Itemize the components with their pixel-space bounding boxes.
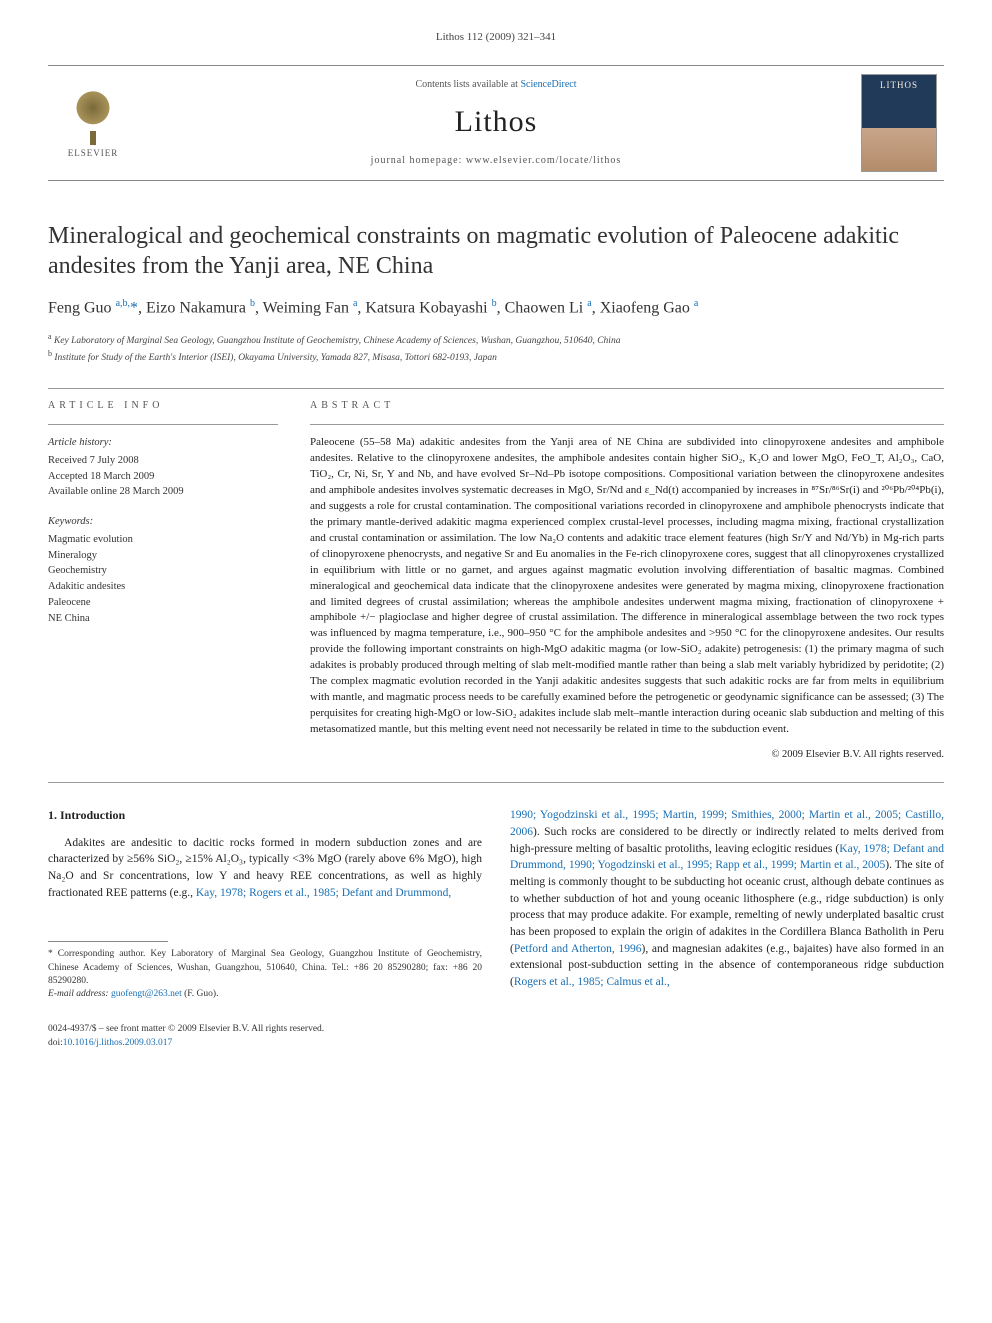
sciencedirect-link[interactable]: ScienceDirect <box>520 79 576 90</box>
journal-cover-thumbnail <box>861 74 937 172</box>
cover-container <box>854 74 944 172</box>
article-title: Mineralogical and geochemical constraint… <box>48 221 944 281</box>
divider-rule <box>310 424 944 425</box>
divider-rule <box>48 782 944 783</box>
email-suffix: (F. Guo). <box>182 989 219 999</box>
publisher-logo-container: ELSEVIER <box>48 84 138 162</box>
intro-heading: 1. Introduction <box>48 807 482 824</box>
corresponding-author-note: * Corresponding author. Key Laboratory o… <box>48 948 482 988</box>
intro-paragraph: Adakites are andesitic to dacitic rocks … <box>48 835 482 902</box>
contents-prefix: Contents lists available at <box>415 79 520 90</box>
body-col-left: 1. Introduction Adakites are andesitic t… <box>48 807 482 1001</box>
contents-line: Contents lists available at ScienceDirec… <box>138 78 854 92</box>
running-head: Lithos 112 (2009) 321–341 <box>48 30 944 45</box>
intro-paragraph-continued: 1990; Yogodzinski et al., 1995; Martin, … <box>510 807 944 990</box>
abstract-column: abstract Paleocene (55–58 Ma) adakitic a… <box>310 399 944 762</box>
abstract-label: abstract <box>310 399 944 413</box>
history-item: Available online 28 March 2009 <box>48 484 278 500</box>
keyword: NE China <box>48 611 278 627</box>
abstract-text: Paleocene (55–58 Ma) adakitic andesites … <box>310 435 944 738</box>
keyword: Mineralogy <box>48 548 278 564</box>
article-history: Article history: Received 7 July 2008 Ac… <box>48 435 278 500</box>
keyword: Paleocene <box>48 595 278 611</box>
history-item: Accepted 18 March 2009 <box>48 469 278 485</box>
keyword: Geochemistry <box>48 563 278 579</box>
authors-line: Feng Guo a,b,*, Eizo Nakamura b, Weiming… <box>48 297 944 319</box>
keyword: Adakitic andesites <box>48 579 278 595</box>
affiliation-b: b Institute for Study of the Earth's Int… <box>48 348 944 365</box>
keywords-header: Keywords: <box>48 514 278 530</box>
page-footer: 0024-4937/$ – see front matter © 2009 El… <box>48 1023 944 1050</box>
body-col-right: 1990; Yogodzinski et al., 1995; Martin, … <box>510 807 944 1001</box>
doi-line: doi:10.1016/j.lithos.2009.03.017 <box>48 1037 944 1050</box>
divider-rule <box>48 388 944 389</box>
journal-homepage: journal homepage: www.elsevier.com/locat… <box>138 154 854 168</box>
elsevier-tree-icon <box>67 87 119 139</box>
email-label: E-mail address: <box>48 989 111 999</box>
masthead-center: Contents lists available at ScienceDirec… <box>138 78 854 168</box>
doi-link[interactable]: 10.1016/j.lithos.2009.03.017 <box>63 1038 173 1048</box>
affiliation-a: a Key Laboratory of Marginal Sea Geology… <box>48 331 944 348</box>
article-info-column: article info Article history: Received 7… <box>48 399 278 762</box>
author-email-link[interactable]: guofengt@263.net <box>111 989 182 999</box>
abstract-copyright: © 2009 Elsevier B.V. All rights reserved… <box>310 748 944 762</box>
publisher-name: ELSEVIER <box>68 147 119 159</box>
history-item: Received 7 July 2008 <box>48 453 278 469</box>
divider-rule <box>48 424 278 425</box>
body-two-column: 1. Introduction Adakites are andesitic t… <box>48 807 944 1001</box>
footnote-rule <box>48 941 168 942</box>
keyword: Magmatic evolution <box>48 532 278 548</box>
email-line: E-mail address: guofengt@263.net (F. Guo… <box>48 988 482 1001</box>
footnotes: * Corresponding author. Key Laboratory o… <box>48 948 482 1001</box>
history-header: Article history: <box>48 435 278 451</box>
masthead: ELSEVIER Contents lists available at Sci… <box>48 65 944 181</box>
article-info-label: article info <box>48 399 278 413</box>
front-matter-line: 0024-4937/$ – see front matter © 2009 El… <box>48 1023 944 1036</box>
doi-label: doi: <box>48 1038 63 1048</box>
journal-name: Lithos <box>138 102 854 143</box>
keywords-block: Keywords: Magmatic evolution Mineralogy … <box>48 514 278 626</box>
elsevier-logo: ELSEVIER <box>58 84 128 162</box>
affiliations: a Key Laboratory of Marginal Sea Geology… <box>48 331 944 366</box>
